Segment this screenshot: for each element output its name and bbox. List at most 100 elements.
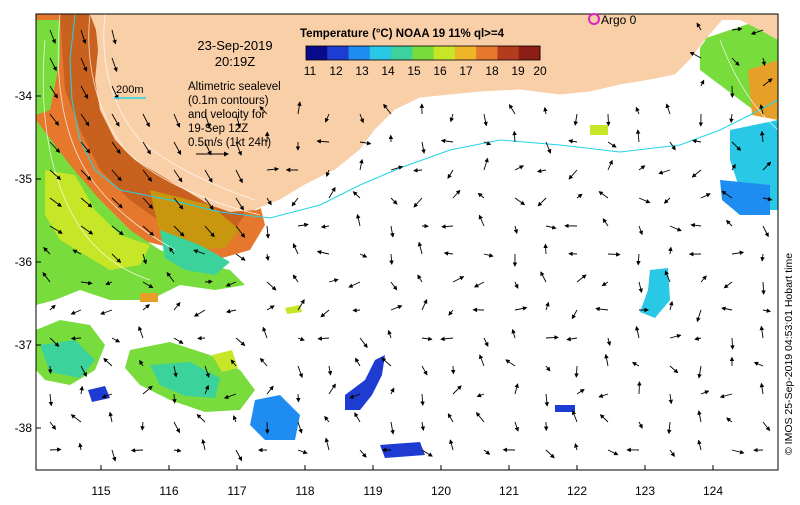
velocity-arrow — [699, 411, 701, 422]
velocity-arrow — [608, 114, 609, 125]
colorbar-swatch — [412, 46, 434, 60]
velocity-arrow — [724, 282, 732, 288]
colorbar-tick: 11 — [300, 64, 320, 78]
velocity-arrow — [329, 280, 338, 283]
velocity-arrow — [608, 338, 610, 345]
velocity-arrow — [697, 310, 701, 321]
velocity-arrow — [701, 391, 709, 394]
velocity-arrow — [236, 254, 245, 260]
velocity-arrow — [391, 306, 402, 310]
velocity-arrow — [608, 450, 618, 455]
velocity-arrow — [414, 198, 422, 207]
velocity-arrow — [71, 310, 81, 314]
lat-label: -35 — [4, 172, 32, 186]
velocity-arrow — [639, 226, 642, 234]
velocity-arrow — [670, 302, 672, 310]
velocity-arrow — [360, 338, 367, 347]
velocity-arrow — [112, 338, 119, 342]
velocity-arrow — [391, 388, 394, 394]
velocity-arrow — [732, 252, 743, 254]
velocity-arrow — [701, 80, 704, 86]
velocity-arrow — [442, 226, 453, 227]
colorbar-swatch — [476, 46, 498, 60]
velocity-arrow — [389, 331, 391, 338]
velocity-arrow — [448, 170, 453, 178]
velocity-arrow — [298, 366, 302, 377]
velocity-arrow — [422, 394, 423, 405]
lon-label: 123 — [630, 484, 660, 498]
velocity-arrow — [480, 355, 484, 366]
velocity-arrow — [236, 338, 245, 345]
velocity-arrow — [267, 282, 276, 290]
velocity-arrow — [693, 141, 701, 143]
lon-label: 116 — [154, 484, 184, 498]
velocity-arrow — [546, 394, 547, 406]
velocity-arrow — [475, 282, 484, 287]
colorbar-swatch — [455, 46, 477, 60]
velocity-arrow — [538, 170, 546, 172]
velocity-arrow — [639, 166, 645, 170]
velocity-arrow — [293, 244, 298, 254]
velocity-arrow — [298, 450, 307, 453]
velocity-arrow — [638, 254, 639, 265]
velocity-arrow — [546, 337, 558, 338]
colorbar-tick: 15 — [404, 64, 424, 78]
velocity-arrow — [691, 225, 701, 226]
velocity-arrow — [541, 272, 546, 282]
velocity-arrow — [639, 282, 642, 292]
velocity-arrow — [227, 310, 236, 312]
velocity-arrow — [763, 282, 764, 294]
velocity-arrow — [318, 338, 329, 339]
velocity-arrow — [355, 413, 360, 422]
colorbar-swatch — [327, 46, 349, 60]
velocity-arrow — [442, 141, 453, 143]
colorbar-swatch — [519, 46, 541, 60]
velocity-arrow — [453, 386, 461, 394]
velocity-arrow — [391, 422, 393, 434]
velocity-arrow — [197, 415, 205, 422]
velocity-arrow — [325, 417, 329, 422]
velocity-arrow — [546, 226, 556, 228]
colorbar-swatch — [434, 46, 456, 60]
velocity-arrow — [732, 338, 733, 349]
colorbar — [306, 46, 541, 60]
velocity-arrow — [701, 276, 706, 282]
velocity-arrow — [360, 160, 362, 170]
altimetry-line: 19-Sep 12Z — [188, 122, 298, 136]
altimetry-note: Altimetric sealevel (0.1m contours) and … — [188, 80, 298, 150]
velocity-arrow — [665, 198, 671, 203]
velocity-arrow — [418, 275, 422, 282]
velocity-arrow — [608, 254, 620, 255]
velocity-arrow — [731, 114, 732, 122]
velocity-arrow — [573, 411, 577, 422]
velocity-arrow — [50, 422, 56, 429]
velocity-arrow — [602, 282, 608, 286]
velocity-arrow — [391, 254, 392, 264]
velocity-arrow — [546, 303, 549, 310]
velocity-arrow — [545, 108, 546, 114]
velocity-arrow — [577, 275, 586, 282]
velocity-arrow — [50, 449, 61, 450]
velocity-arrow — [298, 422, 302, 433]
velocity-arrow — [453, 190, 460, 198]
map-title-time: 20:19Z — [190, 54, 280, 69]
velocity-arrow — [722, 308, 732, 310]
velocity-arrow — [515, 308, 527, 310]
isobath-label: 200m — [116, 84, 144, 96]
velocity-arrow — [639, 382, 640, 394]
velocity-arrow — [479, 215, 484, 226]
velocity-arrow — [761, 327, 763, 339]
velocity-arrow — [422, 300, 427, 310]
velocity-arrow — [267, 306, 274, 310]
velocity-arrow — [441, 338, 453, 339]
velocity-arrow — [667, 104, 670, 114]
velocity-arrow — [606, 355, 608, 366]
velocity-arrow — [515, 226, 517, 233]
velocity-arrow — [601, 415, 609, 422]
velocity-arrow — [292, 198, 298, 206]
colorbar-tick: 14 — [378, 64, 398, 78]
velocity-arrow — [422, 422, 423, 430]
velocity-arrow — [763, 310, 770, 311]
velocity-arrow — [732, 450, 744, 453]
velocity-arrow — [763, 422, 770, 430]
